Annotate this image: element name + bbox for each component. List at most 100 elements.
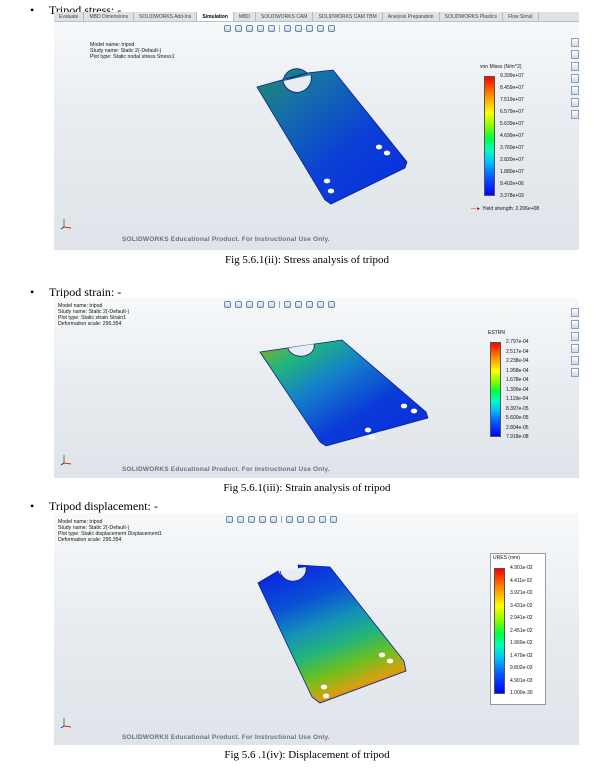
bolt-hole [410, 408, 418, 414]
tab-solidworks-cam-tbm[interactable]: SOLIDWORKS CAM TBM [313, 12, 383, 21]
display-style-icon[interactable] [286, 516, 293, 523]
view-orientation-icon[interactable] [270, 516, 277, 523]
legend-value: 1.399e-04 [506, 386, 529, 393]
tripod-notch [287, 343, 315, 357]
plot-info: Model name: tripod Study name: Static 2(… [58, 303, 129, 327]
resources-icon[interactable] [571, 38, 579, 47]
legend-value: 4.699e+07 [500, 133, 524, 139]
legend-color-bar [484, 76, 495, 196]
tab-evaluate[interactable]: Evaluate [54, 12, 85, 21]
section-view-icon[interactable] [259, 516, 266, 523]
zoom-to-area-icon[interactable] [237, 516, 244, 523]
bolt-hole [368, 434, 376, 440]
bolt-hole [320, 684, 328, 690]
view-palette-icon[interactable] [571, 74, 579, 83]
view-orientation-icon[interactable] [268, 25, 275, 32]
model-name: Model name: tripod [58, 303, 103, 309]
legend-value: 8.397e-05 [506, 405, 529, 412]
command-manager-tabs: Evaluate MBD Dimensions SOLIDWORKS Add-I… [54, 12, 579, 22]
tab-simulation[interactable]: Simulation [197, 12, 234, 21]
reference-triad-icon [60, 219, 72, 230]
custom-properties-icon[interactable] [571, 98, 579, 107]
section-view-icon[interactable] [257, 301, 264, 308]
appearances-icon[interactable] [571, 356, 579, 365]
tab-solidworks-cam[interactable]: SOLIDWORKS CAM [256, 12, 314, 21]
tab-analysis-preparation[interactable]: Analysis Preparation [383, 12, 440, 21]
toolbar-divider [279, 25, 280, 32]
bolt-hole [378, 652, 386, 658]
tab-mbd[interactable]: MBD [234, 12, 257, 21]
tab-mbd-dimensions[interactable]: MBD Dimensions [84, 12, 135, 21]
edit-appearance-icon[interactable] [306, 301, 313, 308]
legend-value: 1.960e-02 [510, 640, 533, 646]
apply-scene-icon[interactable] [317, 25, 324, 32]
edit-appearance-icon[interactable] [308, 516, 315, 523]
legend-value: 5.600e-05 [506, 415, 529, 421]
legend-value: 1.470e-02 [510, 652, 533, 659]
legend-value: 2.797e-04 [506, 339, 529, 345]
custom-properties-icon[interactable] [571, 368, 579, 377]
hide-show-items-icon[interactable] [295, 301, 302, 308]
legend-value: 7.519e+07 [500, 97, 524, 103]
legend-color-bar [494, 568, 505, 694]
bullet-text: Tripod displacement: - [49, 499, 158, 513]
legend-value: 2.941e-02 [510, 615, 533, 621]
yield-arrow-icon: —► [471, 206, 481, 212]
section-view-icon[interactable] [257, 25, 264, 32]
deformation-scale: Deformation scale: 295.354 [58, 321, 122, 327]
view-settings-icon[interactable] [328, 301, 335, 308]
zoom-to-area-icon[interactable] [235, 301, 242, 308]
design-library-icon[interactable] [571, 320, 579, 329]
legend-value: 3.431e-02 [510, 602, 533, 609]
previous-view-icon[interactable] [248, 516, 255, 523]
view-settings-icon[interactable] [328, 25, 335, 32]
zoom-to-fit-icon[interactable] [224, 301, 231, 308]
tab-solidworks-addins[interactable]: SOLIDWORKS Add-Ins [134, 12, 198, 21]
educational-watermark: SOLIDWORKS Educational Product. For Inst… [122, 734, 330, 741]
zoom-to-area-icon[interactable] [235, 25, 242, 32]
legend-title: ESTRN [488, 330, 505, 336]
legend-value: 2.804e-05 [506, 424, 529, 431]
legend-value: 3.921e-02 [510, 590, 533, 596]
legend-value: 1.000e-30 [510, 690, 533, 696]
legend-value: 8.459e+07 [500, 85, 524, 91]
file-explorer-icon[interactable] [571, 62, 579, 71]
legend-color-bar [490, 342, 501, 437]
figure-caption: Fig 5.6.1(iii): Strain analysis of tripo… [223, 482, 391, 494]
legend-value: 4.901e-02 [510, 565, 533, 571]
apply-scene-icon[interactable] [317, 301, 324, 308]
tripod-notch [282, 74, 312, 93]
appearances-icon[interactable] [571, 86, 579, 95]
previous-view-icon[interactable] [246, 25, 253, 32]
tab-solidworks-plastics[interactable]: SOLIDWORKS Plastics [440, 12, 504, 21]
tab-flow-simulation[interactable]: Flow Simul [503, 12, 539, 21]
view-palette-icon[interactable] [571, 344, 579, 353]
displacement-screenshot: Model name: tripod Study name: Static 2(… [54, 513, 579, 745]
legend-value: 9.399e+07 [500, 73, 524, 79]
heads-up-toolbar [226, 515, 337, 524]
resources-icon[interactable] [571, 308, 579, 317]
figure-caption: Fig 5.6.1(ii): Stress analysis of tripod [224, 254, 390, 266]
toolbar-divider [281, 516, 282, 523]
display-style-icon[interactable] [284, 25, 291, 32]
hide-show-items-icon[interactable] [297, 516, 304, 523]
previous-view-icon[interactable] [246, 301, 253, 308]
strain-legend: ESTRN 2.797e-04 2.517e-04 2.238e-04 1.95… [488, 330, 558, 442]
hide-show-items-icon[interactable] [295, 25, 302, 32]
zoom-to-fit-icon[interactable] [226, 516, 233, 523]
apply-scene-icon[interactable] [319, 516, 326, 523]
file-explorer-icon[interactable] [571, 332, 579, 341]
display-style-icon[interactable] [284, 301, 291, 308]
edit-appearance-icon[interactable] [306, 25, 313, 32]
view-orientation-icon[interactable] [268, 301, 275, 308]
solidworks-forum-icon[interactable] [571, 110, 579, 119]
legend-value: 9.402e+06 [500, 181, 524, 187]
legend-title: von Mises (N/m^2) [480, 64, 522, 70]
deformation-scale: Deformation scale: 295.354 [58, 537, 122, 543]
design-library-icon[interactable] [571, 50, 579, 59]
legend-value: 2.820e+07 [500, 157, 524, 163]
legend-value: 2.517e-04 [506, 348, 529, 355]
zoom-to-fit-icon[interactable] [224, 25, 231, 32]
view-settings-icon[interactable] [330, 516, 337, 523]
bullet-dot-icon: • [30, 499, 35, 513]
